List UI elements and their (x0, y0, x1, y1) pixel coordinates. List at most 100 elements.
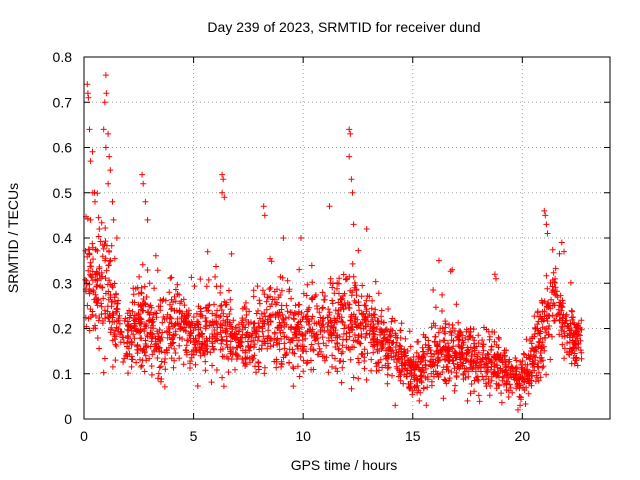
data-point (511, 368, 517, 375)
data-point (140, 180, 147, 187)
data-point (213, 335, 220, 342)
data-point (335, 346, 342, 353)
data-point (263, 306, 270, 313)
data-point (355, 332, 362, 339)
data-point (148, 363, 155, 369)
data-point (136, 273, 143, 280)
data-point (271, 288, 278, 295)
data-point (475, 332, 482, 339)
data-point (155, 375, 161, 382)
data-point (375, 320, 382, 327)
data-point (479, 351, 486, 358)
data-point (211, 327, 218, 333)
data-point (483, 373, 490, 380)
data-point (276, 346, 283, 353)
data-point (132, 318, 139, 325)
data-point (355, 375, 362, 382)
data-point (545, 326, 552, 332)
data-point (530, 346, 537, 353)
data-point (453, 354, 460, 361)
data-point (469, 365, 476, 372)
data-point (219, 353, 226, 360)
data-point (125, 370, 131, 377)
data-point (133, 359, 140, 366)
data-point (571, 350, 578, 357)
data-point (325, 306, 332, 313)
data-point (216, 314, 223, 321)
data-point (239, 347, 246, 354)
data-point (468, 381, 475, 387)
data-point (101, 307, 108, 314)
data-point (156, 364, 163, 371)
data-point (543, 371, 550, 378)
data-point (298, 324, 305, 331)
data-point (234, 344, 241, 351)
data-point (261, 370, 268, 377)
data-point (319, 353, 326, 360)
data-point (271, 330, 278, 337)
data-point (491, 329, 498, 336)
data-point (537, 328, 544, 335)
data-point (557, 311, 564, 318)
data-point (197, 352, 204, 359)
data-point (255, 359, 262, 365)
data-point (106, 258, 113, 265)
data-point (531, 331, 538, 337)
data-point (459, 332, 466, 339)
data-point (113, 318, 120, 325)
data-point (351, 297, 358, 304)
data-point (141, 368, 148, 375)
data-point (561, 248, 567, 255)
data-point (108, 324, 115, 331)
data-point (150, 318, 157, 325)
data-point (567, 279, 574, 286)
data-point (473, 374, 480, 381)
data-point (92, 313, 99, 319)
data-point (404, 373, 410, 380)
data-point (183, 342, 190, 349)
data-point (131, 322, 138, 329)
data-point (419, 354, 426, 360)
data-point (138, 290, 145, 297)
data-point (299, 348, 306, 355)
data-point (290, 383, 297, 390)
data-point (130, 285, 137, 292)
data-point (171, 345, 178, 352)
data-point (256, 300, 263, 307)
data-point (541, 313, 548, 320)
data-point (166, 289, 173, 296)
data-point (551, 279, 558, 285)
data-point (259, 317, 266, 324)
data-point (302, 330, 309, 336)
data-point (92, 325, 99, 332)
data-point (448, 329, 455, 336)
data-point (523, 354, 530, 361)
data-point (170, 364, 177, 371)
data-point (224, 316, 231, 323)
data-point (192, 335, 199, 342)
data-point (131, 335, 138, 342)
data-point (107, 167, 114, 174)
data-point (382, 355, 389, 362)
data-point (316, 320, 323, 327)
data-point (278, 336, 285, 342)
data-point (340, 271, 347, 278)
data-point (524, 361, 531, 368)
data-point (482, 380, 489, 387)
data-point (557, 299, 564, 306)
data-point (552, 291, 559, 298)
data-point (168, 306, 175, 313)
data-point (114, 300, 121, 307)
data-point (300, 357, 307, 364)
data-point (227, 306, 234, 313)
data-point (422, 341, 429, 348)
data-point (127, 312, 134, 319)
data-point (304, 359, 311, 366)
data-point (199, 312, 206, 319)
data-point (158, 358, 165, 365)
data-point (488, 373, 495, 380)
data-point (138, 284, 145, 291)
data-point (561, 328, 568, 335)
data-point (318, 348, 324, 355)
data-point (261, 212, 268, 219)
